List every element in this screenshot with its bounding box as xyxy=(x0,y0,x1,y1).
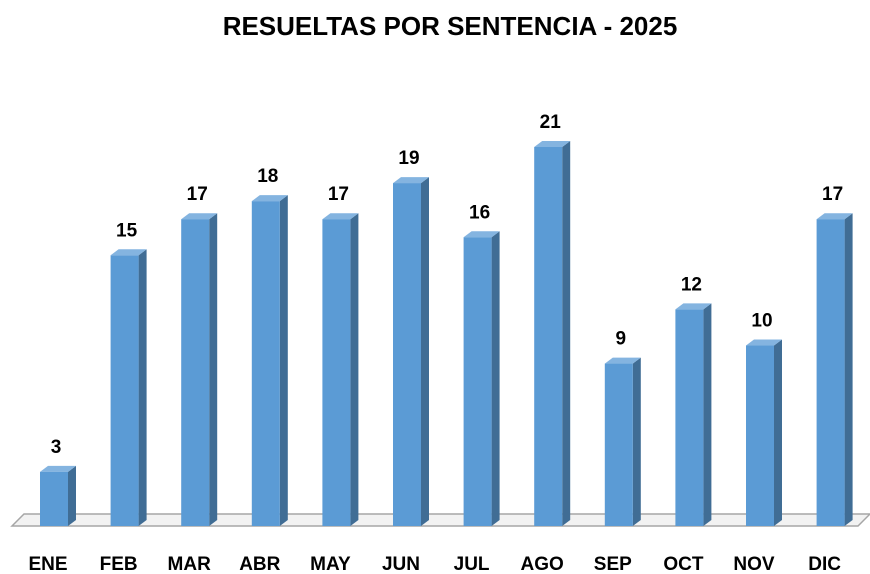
bar-side xyxy=(491,231,500,526)
value-label: 18 xyxy=(257,166,278,187)
bar-top xyxy=(675,303,712,310)
value-label: 17 xyxy=(822,184,843,205)
bar-top xyxy=(40,465,76,472)
bar-top xyxy=(746,339,782,346)
x-tick-label: NOV xyxy=(733,554,775,574)
x-tick-label: MAY xyxy=(310,554,351,574)
bar-side xyxy=(138,249,147,527)
value-label: 12 xyxy=(681,274,702,295)
bar-top xyxy=(393,177,429,184)
bar-top xyxy=(251,195,288,202)
bar-top xyxy=(181,213,218,220)
bar xyxy=(251,201,280,526)
value-label: 9 xyxy=(616,329,627,350)
value-label: 10 xyxy=(751,311,772,332)
chart-title: RESUELTAS POR SENTENCIA - 2025 xyxy=(223,11,678,41)
bar xyxy=(604,363,633,526)
bar xyxy=(393,183,421,526)
bar-top xyxy=(322,213,359,220)
bar-side xyxy=(774,339,782,526)
x-tick-label: JUL xyxy=(454,554,490,574)
bar xyxy=(816,219,845,526)
bar-side xyxy=(279,195,288,526)
x-tick-label: ABR xyxy=(239,554,280,574)
bar xyxy=(181,219,210,526)
bar xyxy=(40,471,68,526)
bar-side xyxy=(844,213,853,526)
bar-top xyxy=(463,231,500,238)
bar xyxy=(463,237,492,526)
bar xyxy=(322,219,351,526)
bar-side xyxy=(68,465,76,526)
value-label: 21 xyxy=(540,112,562,133)
bar xyxy=(675,309,704,526)
bar-top xyxy=(816,213,853,220)
bar xyxy=(534,147,563,526)
bar-side xyxy=(421,177,429,526)
value-label: 16 xyxy=(469,202,490,223)
x-tick-label: MAR xyxy=(168,554,212,574)
x-tick-label: FEB xyxy=(100,554,138,574)
x-tick-label: ENE xyxy=(28,554,67,574)
value-label: 15 xyxy=(116,220,138,241)
bar-side xyxy=(632,357,641,526)
bar-top xyxy=(604,357,641,364)
bar-side xyxy=(350,213,359,526)
bar-side xyxy=(209,213,218,526)
x-tick-label: JUN xyxy=(382,554,420,574)
bar-side xyxy=(703,303,712,526)
value-label: 17 xyxy=(328,184,349,205)
bar xyxy=(746,345,774,526)
x-tick-label: SEP xyxy=(594,554,632,574)
value-label: 3 xyxy=(51,437,62,458)
value-label: 19 xyxy=(398,148,419,169)
bar xyxy=(110,255,139,527)
x-tick-label: OCT xyxy=(663,554,704,574)
bar-side xyxy=(562,141,571,526)
x-tick-label: AGO xyxy=(521,554,564,574)
floor xyxy=(10,513,870,527)
x-tick-label: DIC xyxy=(808,554,841,574)
bar-top xyxy=(110,249,147,256)
bar-top xyxy=(534,141,571,147)
value-label: 17 xyxy=(187,184,208,205)
